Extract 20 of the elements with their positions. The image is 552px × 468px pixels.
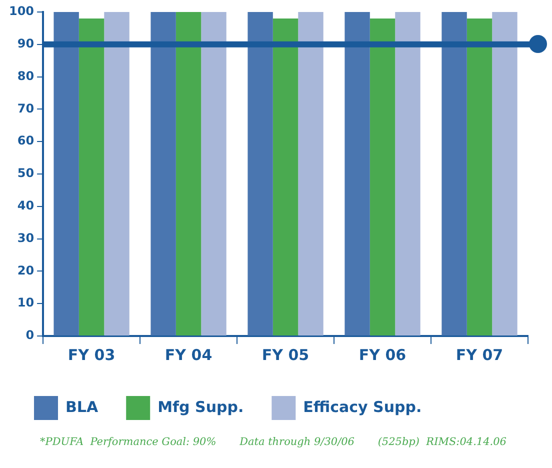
y-tick-label: 60 [17, 134, 34, 148]
legend-label: BLA [66, 398, 98, 416]
legend-label: Efficacy Supp. [303, 398, 422, 416]
y-tick-label: 0 [26, 328, 34, 342]
y-tick-label: 90 [17, 36, 34, 51]
y-tick-label: 50 [17, 166, 34, 180]
y-tick-label: 30 [17, 230, 34, 245]
y-tick-label: 70 [17, 101, 34, 116]
x-tick-label: FY 05 [262, 346, 310, 364]
y-tick-label: 80 [17, 68, 34, 83]
x-tick-label: FY 07 [456, 346, 504, 364]
y-tick-label: 20 [17, 263, 34, 278]
text: *PDUFA Performance Goal: 90% Data through 9/30/06 (525bp) RIMS:04.14.06 [39, 435, 508, 448]
x-tick-label: FY 03 [68, 346, 116, 364]
y-tick-label: 40 [17, 198, 34, 213]
y-tick-label: 100 [8, 4, 34, 18]
x-tick-label: FY 06 [358, 346, 406, 364]
y-tick-label: 10 [17, 296, 34, 310]
legend-label: Mfg Supp. [158, 398, 244, 416]
x-tick-label: FY 04 [164, 346, 212, 364]
